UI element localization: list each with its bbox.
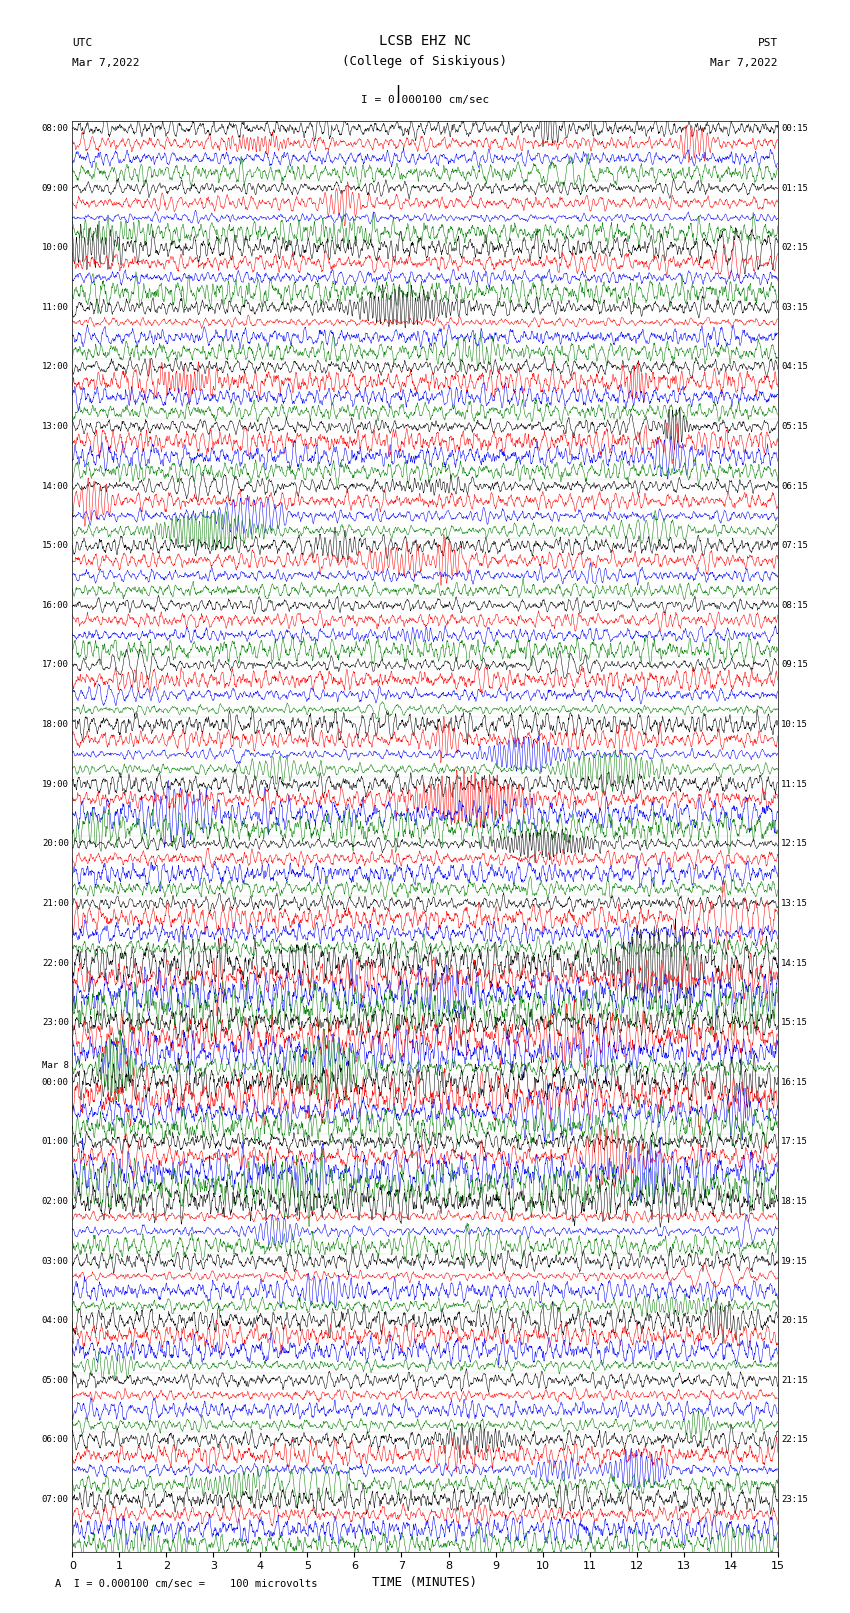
Text: 11:00: 11:00 [42,303,69,311]
Text: 22:00: 22:00 [42,958,69,968]
Text: 14:00: 14:00 [42,482,69,490]
Text: 17:00: 17:00 [42,660,69,669]
Text: 01:00: 01:00 [42,1137,69,1147]
Text: 03:15: 03:15 [781,303,808,311]
Text: 01:15: 01:15 [781,184,808,192]
Text: 13:15: 13:15 [781,898,808,908]
Text: 02:00: 02:00 [42,1197,69,1207]
Text: Mar 8: Mar 8 [42,1061,69,1071]
Text: 05:00: 05:00 [42,1376,69,1386]
Text: PST: PST [757,39,778,48]
Text: 08:00: 08:00 [42,124,69,132]
Text: 08:15: 08:15 [781,600,808,610]
Text: 18:00: 18:00 [42,719,69,729]
Text: 06:00: 06:00 [42,1436,69,1444]
Text: UTC: UTC [72,39,93,48]
Text: 13:00: 13:00 [42,423,69,431]
Text: 21:15: 21:15 [781,1376,808,1386]
Text: 09:15: 09:15 [781,660,808,669]
Text: 16:00: 16:00 [42,600,69,610]
Text: 23:15: 23:15 [781,1495,808,1503]
Text: A  I = 0.000100 cm/sec =    100 microvolts: A I = 0.000100 cm/sec = 100 microvolts [55,1579,318,1589]
Text: 20:00: 20:00 [42,839,69,848]
Text: 04:15: 04:15 [781,363,808,371]
Text: Mar 7,2022: Mar 7,2022 [711,58,778,68]
Text: 12:15: 12:15 [781,839,808,848]
Text: LCSB EHZ NC: LCSB EHZ NC [379,34,471,48]
Text: 07:00: 07:00 [42,1495,69,1503]
Text: 19:15: 19:15 [781,1257,808,1266]
Text: 07:15: 07:15 [781,542,808,550]
Text: I = 0.000100 cm/sec: I = 0.000100 cm/sec [361,95,489,105]
Text: 15:15: 15:15 [781,1018,808,1027]
Text: 21:00: 21:00 [42,898,69,908]
Text: 15:00: 15:00 [42,542,69,550]
Text: 06:15: 06:15 [781,482,808,490]
Text: 00:15: 00:15 [781,124,808,132]
Text: 00:00: 00:00 [42,1077,69,1087]
Text: 19:00: 19:00 [42,779,69,789]
Text: ⎮: ⎮ [394,84,402,102]
Text: 04:00: 04:00 [42,1316,69,1326]
Text: 09:00: 09:00 [42,184,69,192]
Text: 11:15: 11:15 [781,779,808,789]
Text: 10:00: 10:00 [42,244,69,252]
Text: (College of Siskiyous): (College of Siskiyous) [343,55,507,68]
Text: Mar 7,2022: Mar 7,2022 [72,58,139,68]
Text: 12:00: 12:00 [42,363,69,371]
Text: 18:15: 18:15 [781,1197,808,1207]
Text: 23:00: 23:00 [42,1018,69,1027]
Text: 10:15: 10:15 [781,719,808,729]
Text: 14:15: 14:15 [781,958,808,968]
Text: 02:15: 02:15 [781,244,808,252]
Text: 20:15: 20:15 [781,1316,808,1326]
Text: 17:15: 17:15 [781,1137,808,1147]
Text: 03:00: 03:00 [42,1257,69,1266]
Text: 16:15: 16:15 [781,1077,808,1087]
Text: 05:15: 05:15 [781,423,808,431]
Text: 22:15: 22:15 [781,1436,808,1444]
X-axis label: TIME (MINUTES): TIME (MINUTES) [372,1576,478,1589]
